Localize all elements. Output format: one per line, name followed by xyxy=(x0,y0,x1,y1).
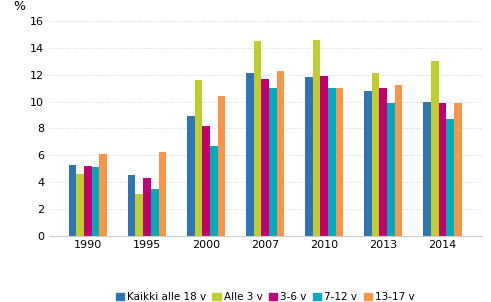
Bar xyxy=(380,88,387,236)
Bar xyxy=(128,175,136,236)
Bar xyxy=(364,91,372,236)
Bar xyxy=(454,103,462,236)
Bar xyxy=(100,154,107,236)
Bar xyxy=(69,165,77,236)
Bar xyxy=(84,166,92,236)
Bar xyxy=(77,174,84,236)
Legend: Kaikki alle 18 v, Alle 3 v, 3-6 v, 7-12 v, 13-17 v: Kaikki alle 18 v, Alle 3 v, 3-6 v, 7-12 … xyxy=(111,288,419,302)
Bar xyxy=(202,126,210,236)
Bar xyxy=(395,85,403,236)
Bar xyxy=(194,80,202,236)
Bar xyxy=(159,153,166,236)
Bar xyxy=(313,40,320,236)
Bar xyxy=(269,88,276,236)
Bar xyxy=(320,76,328,236)
Bar xyxy=(372,73,380,236)
Bar xyxy=(438,103,446,236)
Bar xyxy=(210,146,218,236)
Bar xyxy=(143,178,151,236)
Bar xyxy=(336,88,343,236)
Bar xyxy=(387,103,395,236)
Bar xyxy=(187,116,194,236)
Bar xyxy=(218,96,225,236)
Bar xyxy=(423,101,431,236)
Bar xyxy=(328,88,336,236)
Bar xyxy=(261,79,269,236)
Bar xyxy=(276,71,284,236)
Bar xyxy=(254,41,261,236)
Y-axis label: %: % xyxy=(13,0,25,13)
Bar xyxy=(136,194,143,236)
Bar xyxy=(246,73,254,236)
Bar xyxy=(305,77,313,236)
Bar xyxy=(446,119,454,236)
Bar xyxy=(92,167,100,236)
Bar xyxy=(151,189,159,236)
Bar xyxy=(431,61,438,236)
